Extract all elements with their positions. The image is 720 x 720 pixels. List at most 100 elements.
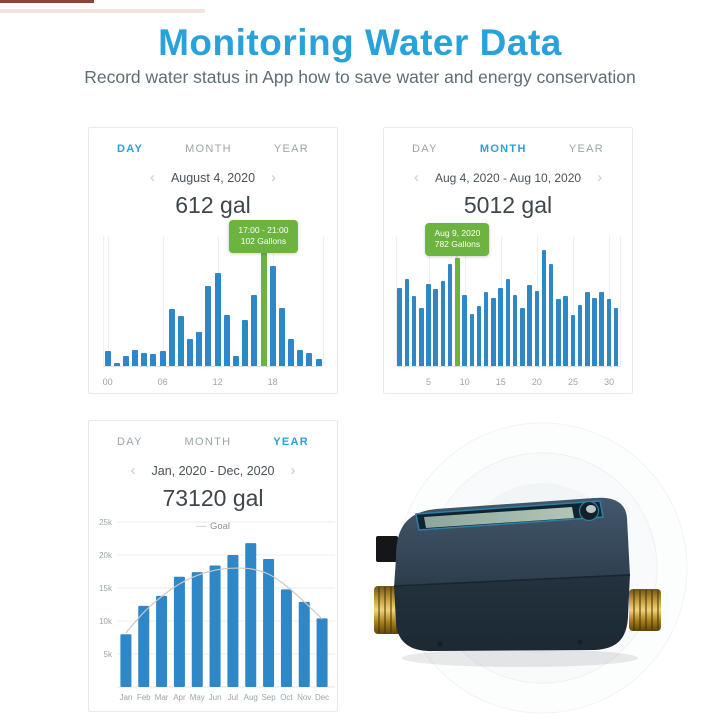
bar-slot <box>490 250 497 366</box>
usage-bar[interactable] <box>316 618 328 687</box>
usage-bar[interactable] <box>585 291 590 366</box>
usage-bar[interactable] <box>280 589 292 687</box>
tab-year[interactable]: YEAR <box>273 436 309 448</box>
usage-bar[interactable] <box>520 308 525 366</box>
bar-slot <box>149 250 158 366</box>
usage-bar[interactable] <box>196 332 203 366</box>
tab-year[interactable]: YEAR <box>568 143 604 155</box>
usage-bar[interactable] <box>156 595 168 687</box>
usage-bar[interactable] <box>527 284 532 366</box>
usage-bar[interactable] <box>512 295 518 366</box>
chevron-right-icon[interactable]: › <box>290 462 296 479</box>
usage-bar[interactable] <box>556 298 561 366</box>
tab-month[interactable]: MONTH <box>184 436 232 448</box>
usage-bar[interactable] <box>613 308 619 366</box>
usage-bar[interactable] <box>191 572 203 687</box>
usage-bar[interactable] <box>606 298 612 366</box>
usage-bar[interactable] <box>168 309 175 366</box>
usage-bar[interactable] <box>563 296 568 366</box>
x-tick-label: 15 <box>495 377 506 387</box>
bar-slot <box>140 250 149 366</box>
chevron-right-icon[interactable]: › <box>597 169 603 186</box>
usage-bar[interactable] <box>541 250 547 366</box>
view-tabs: DAY MONTH YEAR <box>384 128 632 155</box>
usage-bar[interactable] <box>159 350 166 366</box>
usage-bar[interactable] <box>447 263 453 366</box>
usage-bar[interactable] <box>269 266 276 366</box>
usage-bar[interactable] <box>297 349 304 366</box>
usage-bar[interactable] <box>223 314 230 366</box>
usage-bar[interactable] <box>278 308 285 366</box>
usage-bar[interactable] <box>232 355 239 366</box>
usage-bar[interactable] <box>570 314 576 366</box>
usage-bar[interactable] <box>120 634 132 687</box>
tab-day[interactable]: DAY <box>412 143 438 155</box>
usage-bar[interactable] <box>150 354 157 366</box>
usage-bar[interactable] <box>288 339 295 366</box>
usage-bar[interactable] <box>548 263 554 366</box>
usage-bar[interactable] <box>491 297 496 366</box>
usage-bar[interactable] <box>306 353 313 366</box>
usage-bar[interactable] <box>251 295 258 366</box>
usage-bar[interactable] <box>132 349 139 366</box>
usage-bar[interactable] <box>505 279 511 366</box>
usage-bar[interactable] <box>577 304 583 366</box>
chevron-left-icon[interactable]: ‹ <box>413 169 419 186</box>
usage-bar[interactable] <box>177 316 184 366</box>
bar-slot <box>403 250 410 366</box>
chevron-right-icon[interactable]: › <box>271 169 277 186</box>
usage-bar[interactable] <box>534 290 540 366</box>
usage-bar[interactable] <box>411 296 417 366</box>
x-tick-label: 12 <box>212 377 223 387</box>
usage-bar[interactable] <box>426 283 431 366</box>
chevron-left-icon[interactable]: ‹ <box>149 169 155 186</box>
usage-bar[interactable] <box>104 350 111 366</box>
usage-bar[interactable] <box>173 576 185 687</box>
bar-slot <box>483 250 490 366</box>
usage-bar[interactable] <box>592 297 597 366</box>
usage-bar[interactable] <box>462 295 467 366</box>
usage-bar[interactable] <box>404 279 410 366</box>
usage-bar[interactable] <box>298 601 310 687</box>
bar-slot <box>591 250 598 366</box>
usage-bar[interactable] <box>242 319 249 366</box>
usage-bar[interactable] <box>419 308 424 366</box>
tab-month[interactable]: MONTH <box>479 143 527 155</box>
gridline <box>620 236 621 366</box>
usage-bar[interactable] <box>476 305 482 366</box>
year-usage-panel: DAY MONTH YEAR ‹ Jan, 2020 - Dec, 2020 ›… <box>88 420 338 712</box>
usage-bar[interactable] <box>205 285 212 366</box>
usage-bar[interactable] <box>440 281 446 366</box>
x-tick-label: 20 <box>531 377 542 387</box>
bar-slot <box>213 250 222 366</box>
usage-bar[interactable] <box>433 289 438 366</box>
usage-bar[interactable] <box>113 362 120 366</box>
usage-bar[interactable] <box>141 353 148 366</box>
usage-bar[interactable] <box>315 359 322 366</box>
chevron-left-icon[interactable]: ‹ <box>130 462 136 479</box>
tab-day[interactable]: DAY <box>117 143 144 155</box>
usage-bar[interactable] <box>498 288 503 366</box>
highlighted-bar[interactable] <box>455 258 460 366</box>
tooltip-amount: 102 Gallons <box>240 236 287 247</box>
usage-bar[interactable] <box>209 565 221 687</box>
usage-bar[interactable] <box>469 313 475 366</box>
tab-month[interactable]: MONTH <box>185 143 232 155</box>
usage-bar[interactable] <box>245 543 257 687</box>
usage-bar[interactable] <box>122 355 129 366</box>
usage-bar[interactable] <box>187 339 194 366</box>
y-axis-label: 15k <box>99 584 113 593</box>
usage-bar[interactable] <box>227 555 239 687</box>
tab-year[interactable]: YEAR <box>273 143 309 155</box>
x-axis-label: Jul <box>228 693 238 702</box>
usage-bar[interactable] <box>483 291 489 366</box>
usage-bar[interactable] <box>397 288 402 366</box>
bar-slot <box>121 250 130 366</box>
highlighted-bar[interactable] <box>260 250 267 366</box>
usage-bar[interactable] <box>138 605 150 687</box>
tooltip-amount: 782 Gallons <box>434 239 481 250</box>
usage-bar[interactable] <box>599 291 604 366</box>
usage-bar[interactable] <box>214 273 221 366</box>
tab-day[interactable]: DAY <box>117 436 143 448</box>
usage-bar[interactable] <box>263 558 275 687</box>
